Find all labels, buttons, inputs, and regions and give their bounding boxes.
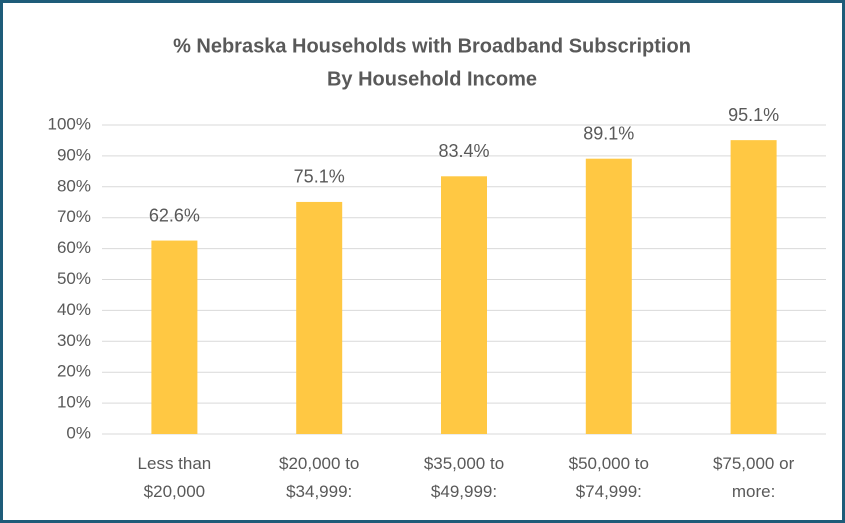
- y-tick-label: 0%: [66, 423, 91, 442]
- y-tick-label: 40%: [57, 300, 91, 319]
- chart-subtitle: By Household Income: [327, 68, 537, 90]
- chart-title: % Nebraska Households with Broadband Sub…: [173, 35, 691, 57]
- x-tick-label: $35,000 to $49,999:: [424, 454, 504, 501]
- y-tick-label: 30%: [57, 331, 91, 350]
- data-label: 89.1%: [583, 123, 634, 143]
- y-tick-label: 50%: [57, 269, 91, 288]
- bar: [296, 201, 343, 434]
- x-tick-label: $75,000 or more:: [713, 454, 795, 501]
- y-tick-label: 100%: [48, 114, 91, 133]
- y-tick-label: 10%: [57, 393, 91, 412]
- y-tick-label: 20%: [57, 362, 91, 381]
- y-tick-label: 80%: [57, 176, 91, 195]
- y-tick-label: 70%: [57, 207, 91, 226]
- bar: [151, 240, 198, 434]
- data-label: 83.4%: [438, 141, 489, 161]
- bar: [585, 158, 632, 434]
- data-label: 95.1%: [728, 105, 779, 125]
- data-label: 62.6%: [149, 205, 200, 225]
- bar: [441, 176, 487, 434]
- x-tick-label: $50,000 to $74,999:: [569, 454, 649, 501]
- x-tick-label: $20,000 to $34,999:: [279, 454, 359, 501]
- x-tick-label: Less than $20,000: [138, 454, 212, 501]
- data-label: 75.1%: [294, 167, 345, 187]
- bar: [730, 140, 777, 435]
- y-tick-label: 60%: [57, 238, 91, 257]
- y-tick-label: 90%: [57, 145, 91, 164]
